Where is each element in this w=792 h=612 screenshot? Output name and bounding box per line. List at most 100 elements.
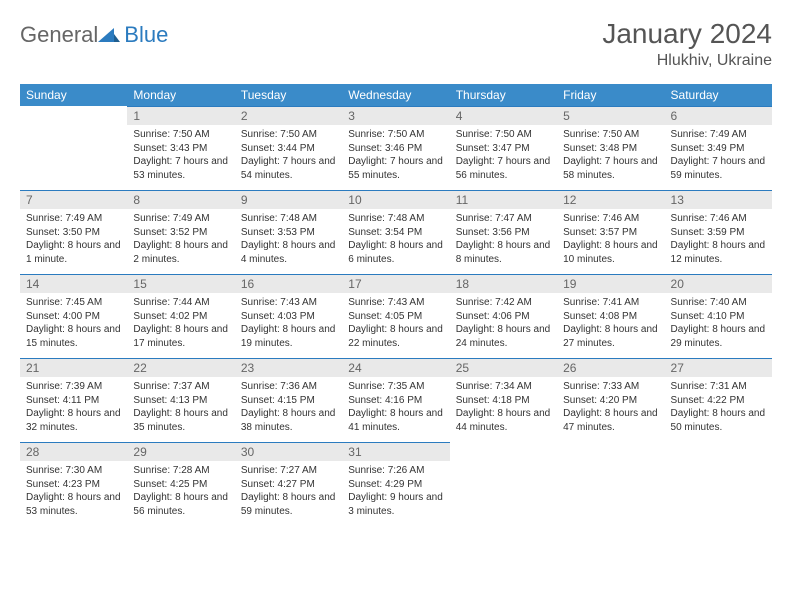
weekday-header: Friday: [557, 84, 664, 106]
sunset-line: Sunset: 3:59 PM: [671, 226, 766, 240]
calendar-week-row: 14Sunrise: 7:45 AMSunset: 4:00 PMDayligh…: [20, 274, 772, 358]
day-details: Sunrise: 7:33 AMSunset: 4:20 PMDaylight:…: [557, 377, 664, 437]
daylight-line: Daylight: 7 hours and 56 minutes.: [456, 155, 551, 182]
day-details: Sunrise: 7:34 AMSunset: 4:18 PMDaylight:…: [450, 377, 557, 437]
calendar-day-cell: 10Sunrise: 7:48 AMSunset: 3:54 PMDayligh…: [342, 190, 449, 274]
brand-triangle-icon: [98, 22, 120, 48]
sunrise-line: Sunrise: 7:43 AM: [241, 296, 336, 310]
day-number: 25: [450, 358, 557, 377]
daylight-line: Daylight: 8 hours and 35 minutes.: [133, 407, 228, 434]
sunset-line: Sunset: 3:47 PM: [456, 142, 551, 156]
day-details: Sunrise: 7:50 AMSunset: 3:43 PMDaylight:…: [127, 125, 234, 185]
sunrise-line: Sunrise: 7:28 AM: [133, 464, 228, 478]
calendar-day-cell: 19Sunrise: 7:41 AMSunset: 4:08 PMDayligh…: [557, 274, 664, 358]
daylight-line: Daylight: 8 hours and 2 minutes.: [133, 239, 228, 266]
calendar-weekday-header: SundayMondayTuesdayWednesdayThursdayFrid…: [20, 84, 772, 106]
day-number: 14: [20, 274, 127, 293]
day-number: 28: [20, 442, 127, 461]
day-number: 12: [557, 190, 664, 209]
daylight-line: Daylight: 8 hours and 17 minutes.: [133, 323, 228, 350]
sunrise-line: Sunrise: 7:47 AM: [456, 212, 551, 226]
weekday-header: Monday: [127, 84, 234, 106]
day-details: Sunrise: 7:37 AMSunset: 4:13 PMDaylight:…: [127, 377, 234, 437]
calendar-day-cell: 28Sunrise: 7:30 AMSunset: 4:23 PMDayligh…: [20, 442, 127, 526]
day-details: Sunrise: 7:45 AMSunset: 4:00 PMDaylight:…: [20, 293, 127, 353]
weekday-header: Tuesday: [235, 84, 342, 106]
daylight-line: Daylight: 8 hours and 15 minutes.: [26, 323, 121, 350]
sunrise-line: Sunrise: 7:46 AM: [671, 212, 766, 226]
sunrise-line: Sunrise: 7:43 AM: [348, 296, 443, 310]
day-details: Sunrise: 7:49 AMSunset: 3:49 PMDaylight:…: [665, 125, 772, 185]
calendar-day-cell: [665, 442, 772, 526]
brand-part2: Blue: [124, 22, 168, 48]
sunset-line: Sunset: 4:23 PM: [26, 478, 121, 492]
calendar-day-cell: 7Sunrise: 7:49 AMSunset: 3:50 PMDaylight…: [20, 190, 127, 274]
daylight-line: Daylight: 8 hours and 47 minutes.: [563, 407, 658, 434]
calendar-day-cell: 18Sunrise: 7:42 AMSunset: 4:06 PMDayligh…: [450, 274, 557, 358]
day-number: 22: [127, 358, 234, 377]
day-number: 16: [235, 274, 342, 293]
day-details: Sunrise: 7:30 AMSunset: 4:23 PMDaylight:…: [20, 461, 127, 521]
calendar-day-cell: 2Sunrise: 7:50 AMSunset: 3:44 PMDaylight…: [235, 106, 342, 190]
calendar-day-cell: 4Sunrise: 7:50 AMSunset: 3:47 PMDaylight…: [450, 106, 557, 190]
day-details: Sunrise: 7:50 AMSunset: 3:48 PMDaylight:…: [557, 125, 664, 185]
daylight-line: Daylight: 8 hours and 4 minutes.: [241, 239, 336, 266]
weekday-header: Thursday: [450, 84, 557, 106]
day-number: 24: [342, 358, 449, 377]
daylight-line: Daylight: 7 hours and 54 minutes.: [241, 155, 336, 182]
daylight-line: Daylight: 8 hours and 1 minute.: [26, 239, 121, 266]
sunset-line: Sunset: 4:00 PM: [26, 310, 121, 324]
calendar-day-cell: 26Sunrise: 7:33 AMSunset: 4:20 PMDayligh…: [557, 358, 664, 442]
sunset-line: Sunset: 3:57 PM: [563, 226, 658, 240]
calendar-week-row: 28Sunrise: 7:30 AMSunset: 4:23 PMDayligh…: [20, 442, 772, 526]
day-number: 26: [557, 358, 664, 377]
daylight-line: Daylight: 8 hours and 29 minutes.: [671, 323, 766, 350]
calendar-day-cell: 23Sunrise: 7:36 AMSunset: 4:15 PMDayligh…: [235, 358, 342, 442]
day-number: 8: [127, 190, 234, 209]
daylight-line: Daylight: 8 hours and 10 minutes.: [563, 239, 658, 266]
sunrise-line: Sunrise: 7:41 AM: [563, 296, 658, 310]
sunrise-line: Sunrise: 7:49 AM: [26, 212, 121, 226]
daylight-line: Daylight: 8 hours and 32 minutes.: [26, 407, 121, 434]
day-number: 21: [20, 358, 127, 377]
calendar-day-cell: 9Sunrise: 7:48 AMSunset: 3:53 PMDaylight…: [235, 190, 342, 274]
sunset-line: Sunset: 3:54 PM: [348, 226, 443, 240]
daylight-line: Daylight: 7 hours and 53 minutes.: [133, 155, 228, 182]
day-details: Sunrise: 7:48 AMSunset: 3:54 PMDaylight:…: [342, 209, 449, 269]
day-number: 27: [665, 358, 772, 377]
day-number: 6: [665, 106, 772, 125]
calendar-week-row: 1Sunrise: 7:50 AMSunset: 3:43 PMDaylight…: [20, 106, 772, 190]
day-details: Sunrise: 7:36 AMSunset: 4:15 PMDaylight:…: [235, 377, 342, 437]
sunset-line: Sunset: 3:56 PM: [456, 226, 551, 240]
day-details: Sunrise: 7:46 AMSunset: 3:57 PMDaylight:…: [557, 209, 664, 269]
daylight-line: Daylight: 8 hours and 38 minutes.: [241, 407, 336, 434]
daylight-line: Daylight: 8 hours and 41 minutes.: [348, 407, 443, 434]
calendar-day-cell: 22Sunrise: 7:37 AMSunset: 4:13 PMDayligh…: [127, 358, 234, 442]
daylight-line: Daylight: 8 hours and 56 minutes.: [133, 491, 228, 518]
daylight-line: Daylight: 8 hours and 6 minutes.: [348, 239, 443, 266]
daylight-line: Daylight: 8 hours and 12 minutes.: [671, 239, 766, 266]
day-details: Sunrise: 7:43 AMSunset: 4:03 PMDaylight:…: [235, 293, 342, 353]
day-details: Sunrise: 7:40 AMSunset: 4:10 PMDaylight:…: [665, 293, 772, 353]
sunrise-line: Sunrise: 7:50 AM: [241, 128, 336, 142]
day-number: 3: [342, 106, 449, 125]
sunrise-line: Sunrise: 7:34 AM: [456, 380, 551, 394]
sunset-line: Sunset: 4:03 PM: [241, 310, 336, 324]
day-number: 5: [557, 106, 664, 125]
calendar-table: SundayMondayTuesdayWednesdayThursdayFrid…: [20, 84, 772, 526]
daylight-line: Daylight: 9 hours and 3 minutes.: [348, 491, 443, 518]
day-number: 17: [342, 274, 449, 293]
sunset-line: Sunset: 4:02 PM: [133, 310, 228, 324]
calendar-day-cell: [557, 442, 664, 526]
day-details: Sunrise: 7:31 AMSunset: 4:22 PMDaylight:…: [665, 377, 772, 437]
day-number: 29: [127, 442, 234, 461]
daylight-line: Daylight: 7 hours and 55 minutes.: [348, 155, 443, 182]
sunrise-line: Sunrise: 7:44 AM: [133, 296, 228, 310]
day-number: 20: [665, 274, 772, 293]
sunrise-line: Sunrise: 7:46 AM: [563, 212, 658, 226]
sunrise-line: Sunrise: 7:33 AM: [563, 380, 658, 394]
day-details: Sunrise: 7:50 AMSunset: 3:44 PMDaylight:…: [235, 125, 342, 185]
calendar-day-cell: 24Sunrise: 7:35 AMSunset: 4:16 PMDayligh…: [342, 358, 449, 442]
day-details: Sunrise: 7:49 AMSunset: 3:50 PMDaylight:…: [20, 209, 127, 269]
day-number: 15: [127, 274, 234, 293]
